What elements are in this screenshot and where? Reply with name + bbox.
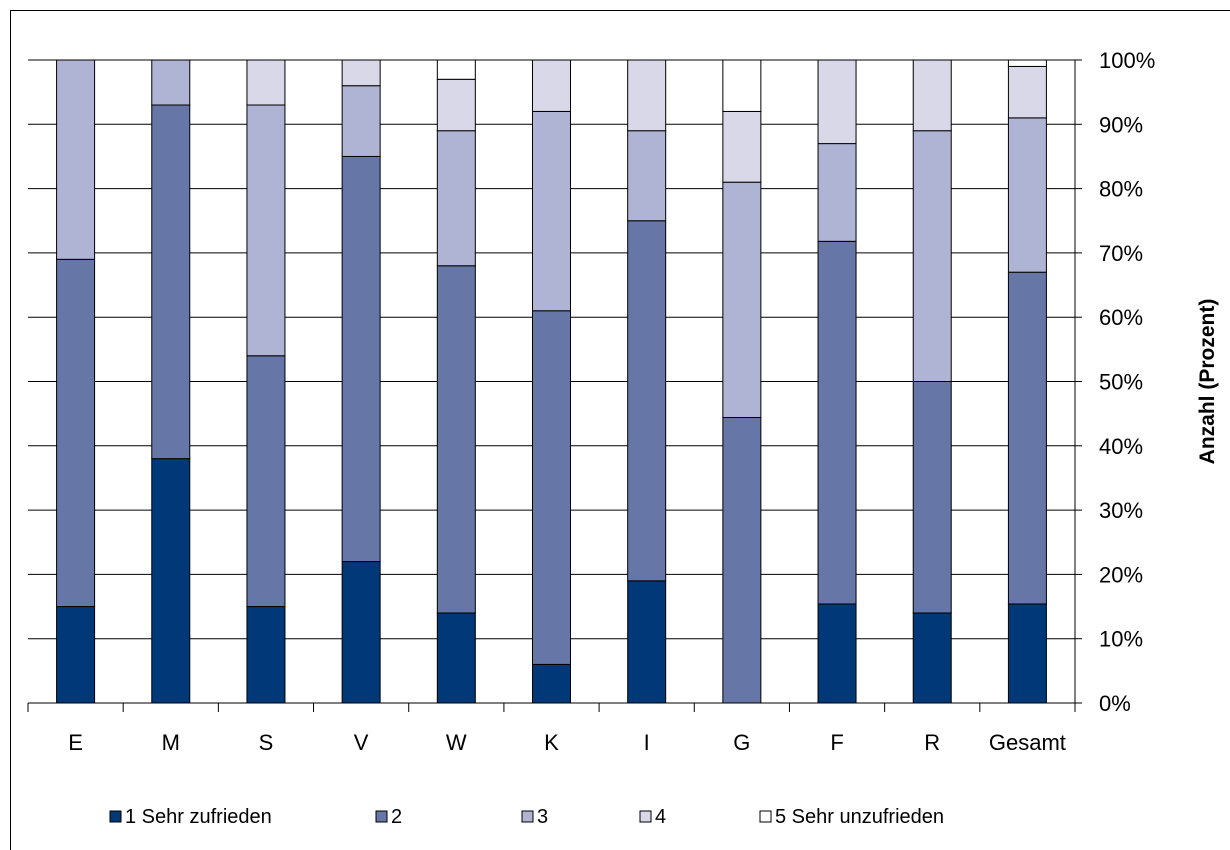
bar-segment (722, 181, 762, 419)
bar-segment (627, 220, 667, 582)
bar-segment (341, 561, 381, 704)
bar-segment (722, 417, 762, 704)
legend-swatch (109, 810, 122, 823)
bar-segment (341, 155, 381, 563)
x-category-label: V (354, 730, 369, 755)
x-category-label: K (544, 730, 559, 755)
bar-segment (817, 603, 857, 704)
bar-segment (246, 606, 286, 704)
y-tick-label: 100% (1099, 48, 1155, 73)
bar-segment (912, 381, 952, 614)
x-category-label: G (733, 730, 750, 755)
bar-segment (436, 78, 476, 132)
bar-segment (436, 265, 476, 614)
legend-label: 1 Sehr zufrieden (125, 806, 272, 828)
bar-segment (56, 258, 96, 608)
bar-segment (817, 59, 857, 145)
y-tick-label: 50% (1099, 370, 1143, 395)
bar-segment (56, 606, 96, 704)
x-category-label: S (259, 730, 274, 755)
x-category-label: W (446, 730, 467, 755)
bar-segment (436, 612, 476, 704)
bar-segment (722, 110, 762, 183)
legend-swatch (639, 810, 652, 823)
bar-segment (246, 355, 286, 608)
bar-segment (627, 130, 667, 222)
chart-frame (10, 10, 1230, 850)
bar-segment (532, 59, 571, 112)
y-tick-label: 40% (1099, 434, 1143, 459)
bar-segment (1007, 65, 1047, 119)
bar-segment (436, 130, 476, 267)
bar-segment (56, 59, 96, 260)
bar-segment (912, 612, 952, 704)
legend-label: 3 (537, 806, 548, 828)
legend-swatch (759, 810, 772, 823)
bar-segment (627, 580, 667, 704)
legend-swatch (375, 810, 388, 823)
y-tick-label: 20% (1099, 562, 1143, 587)
bar-segment (1007, 117, 1047, 273)
x-category-label: F (830, 730, 843, 755)
bar-segment (246, 59, 286, 106)
y-tick-label: 30% (1099, 498, 1143, 523)
legend-label: 2 (391, 806, 402, 828)
bar-segment (151, 59, 191, 106)
bar-segment (722, 59, 762, 112)
x-category-label: E (68, 730, 83, 755)
bar-segment (912, 59, 952, 132)
bar-segment (246, 104, 286, 357)
bar-segment (532, 110, 571, 312)
bar-segment (1007, 603, 1047, 704)
bar-segment (817, 240, 857, 605)
bar-segment (341, 59, 381, 87)
bar-segment (341, 85, 381, 157)
y-tick-label: 0% (1099, 691, 1131, 716)
y-axis-title: Anzahl (Prozent) (1196, 299, 1219, 465)
legend-label: 5 Sehr unzufrieden (775, 806, 944, 828)
bar-segment (151, 458, 191, 704)
y-tick-label: 80% (1099, 177, 1143, 202)
bar-segment (436, 59, 476, 80)
bar-segment (532, 310, 571, 665)
x-category-label: I (644, 730, 650, 755)
x-category-label: Gesamt (989, 730, 1066, 755)
y-tick-label: 90% (1099, 112, 1143, 137)
legend-swatch (521, 810, 534, 823)
bar-segment (151, 104, 191, 460)
bar-segment (532, 663, 571, 704)
bar-segment (912, 130, 952, 382)
x-category-label: M (162, 730, 180, 755)
y-tick-label: 70% (1099, 241, 1143, 266)
y-tick-label: 60% (1099, 305, 1143, 330)
y-tick-label: 10% (1099, 627, 1143, 652)
bar-segment (817, 143, 857, 242)
bar-segment (1007, 59, 1047, 67)
legend-label: 4 (655, 806, 666, 828)
x-category-label: R (924, 730, 940, 755)
bar-segment (1007, 271, 1047, 605)
bar-segment (627, 59, 667, 132)
